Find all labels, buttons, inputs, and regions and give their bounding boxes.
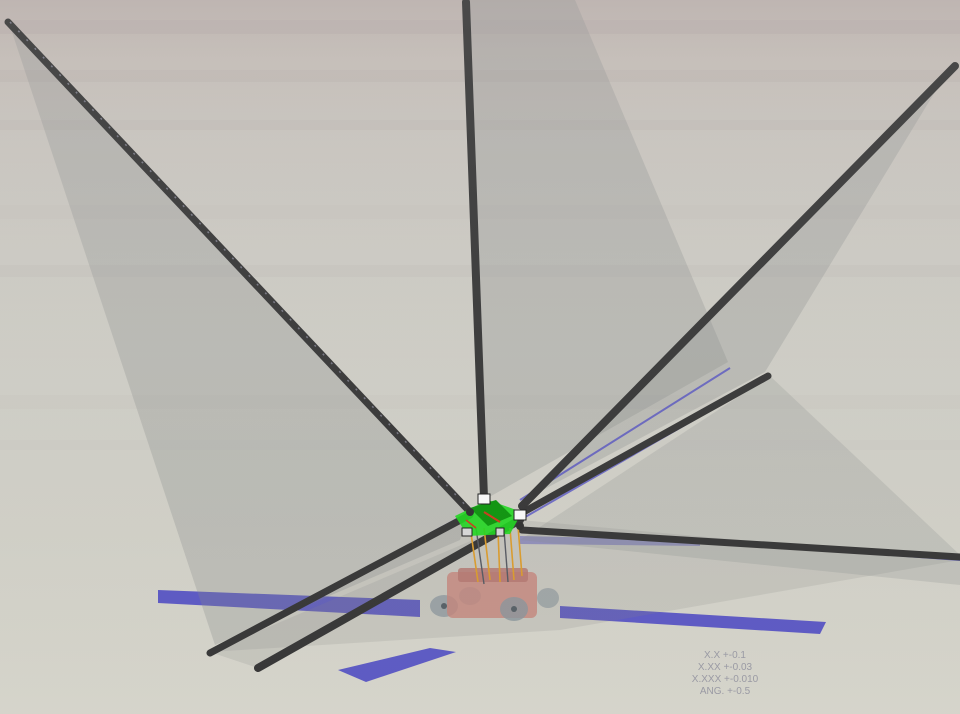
tolerance-annotation: X.X +-0.1 X.XX +-0.03 X.XXX +-0.010 ANG.… xyxy=(640,650,810,698)
tolerance-line-1: X.X +-0.1 xyxy=(704,650,746,661)
tolerance-line-3: X.XXX +-0.010 xyxy=(691,674,759,685)
tolerance-line-4: ANG. +-0.5 xyxy=(699,686,751,697)
tolerance-line-2: X.XX +-0.03 xyxy=(697,662,753,673)
